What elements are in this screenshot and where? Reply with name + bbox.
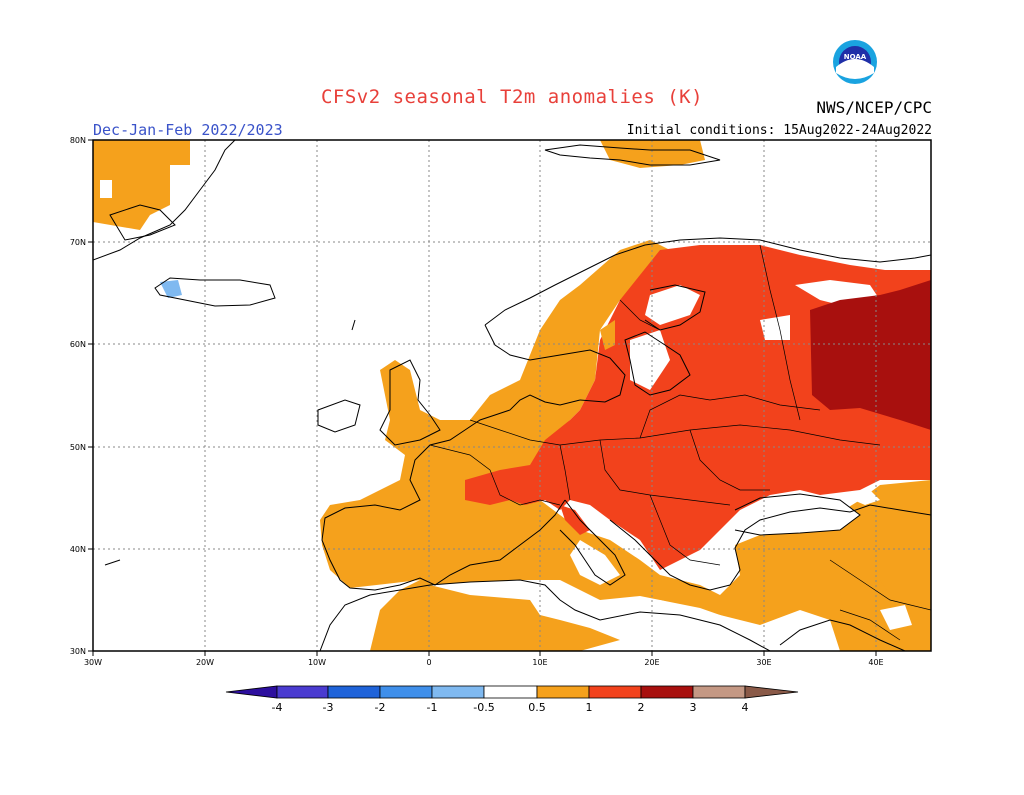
legend-swatch [431,685,485,699]
legend-label: 4 [742,701,749,714]
lon-tick-label: 20W [196,658,214,667]
russia-strong-anomaly [810,280,931,430]
legend-swatch-highest [744,685,799,699]
map-grid [93,140,931,651]
lon-tick-labels: 30W 20W 10W 0 10E 20E 30E 40E [84,658,884,667]
initial-conditions-label: Initial conditions: 15Aug2022-24Aug2022 [626,123,932,138]
legend-label: 1 [586,701,593,714]
legend-label: -3 [323,701,334,714]
noaa-logo-icon: NOAA [833,40,877,84]
lat-tick-label: 40N [70,545,86,554]
lon-tick-label: 20E [644,658,659,667]
black-sea-neutral [735,494,860,535]
lat-tick-label: 70N [70,238,86,247]
lat-tick-label: 80N [70,136,86,145]
svg-text:NOAA: NOAA [844,53,867,61]
lon-tick-label: 0 [426,658,431,667]
legend-label: -0.5 [473,701,494,714]
legend-label: 0.5 [528,701,546,714]
mediterranean-neutral [430,580,760,651]
legend-swatch [483,685,538,699]
legend-swatch [692,685,746,699]
country-borders [429,244,931,641]
legend-swatch [536,685,590,699]
legend-labels: -4 -3 -2 -1 -0.5 0.5 1 2 3 4 [272,701,749,714]
iceland-cool-anomaly [160,280,182,298]
lat-tick-label: 30N [70,647,86,656]
map-frame [92,139,932,652]
legend-label: -2 [375,701,386,714]
legend-swatch [588,685,642,699]
legend-swatch-lowest [225,685,278,699]
legend-swatch [276,685,329,699]
lon-tick-label: 30E [756,658,771,667]
legend-label: 3 [690,701,697,714]
legend-swatch [327,685,381,699]
agency-label: NWS/NCEP/CPC [816,98,932,117]
legend-label: -1 [427,701,438,714]
lon-tick-label: 30W [84,658,102,667]
lat-tick-label: 50N [70,443,86,452]
greenland-anomaly [93,140,190,230]
legend-swatch [640,685,694,699]
legend-label: 2 [638,701,645,714]
anomaly-shading [93,140,931,651]
lon-tick-label: 10W [308,658,326,667]
season-label: Dec-Jan-Feb 2022/2023 [93,121,283,139]
lon-tick-label: 10E [532,658,547,667]
lat-tick-label: 60N [70,340,86,349]
map-title: CFSv2 seasonal T2m anomalies (K) [320,86,704,108]
color-legend [225,685,799,699]
lat-tick-labels: 80N 70N 60N 50N 40N 30N [70,136,86,656]
legend-label: -4 [272,701,283,714]
svalbard-anomaly [600,140,705,168]
lon-tick-label: 40E [868,658,883,667]
legend-swatch [379,685,433,699]
western-europe-anomaly [320,240,931,651]
